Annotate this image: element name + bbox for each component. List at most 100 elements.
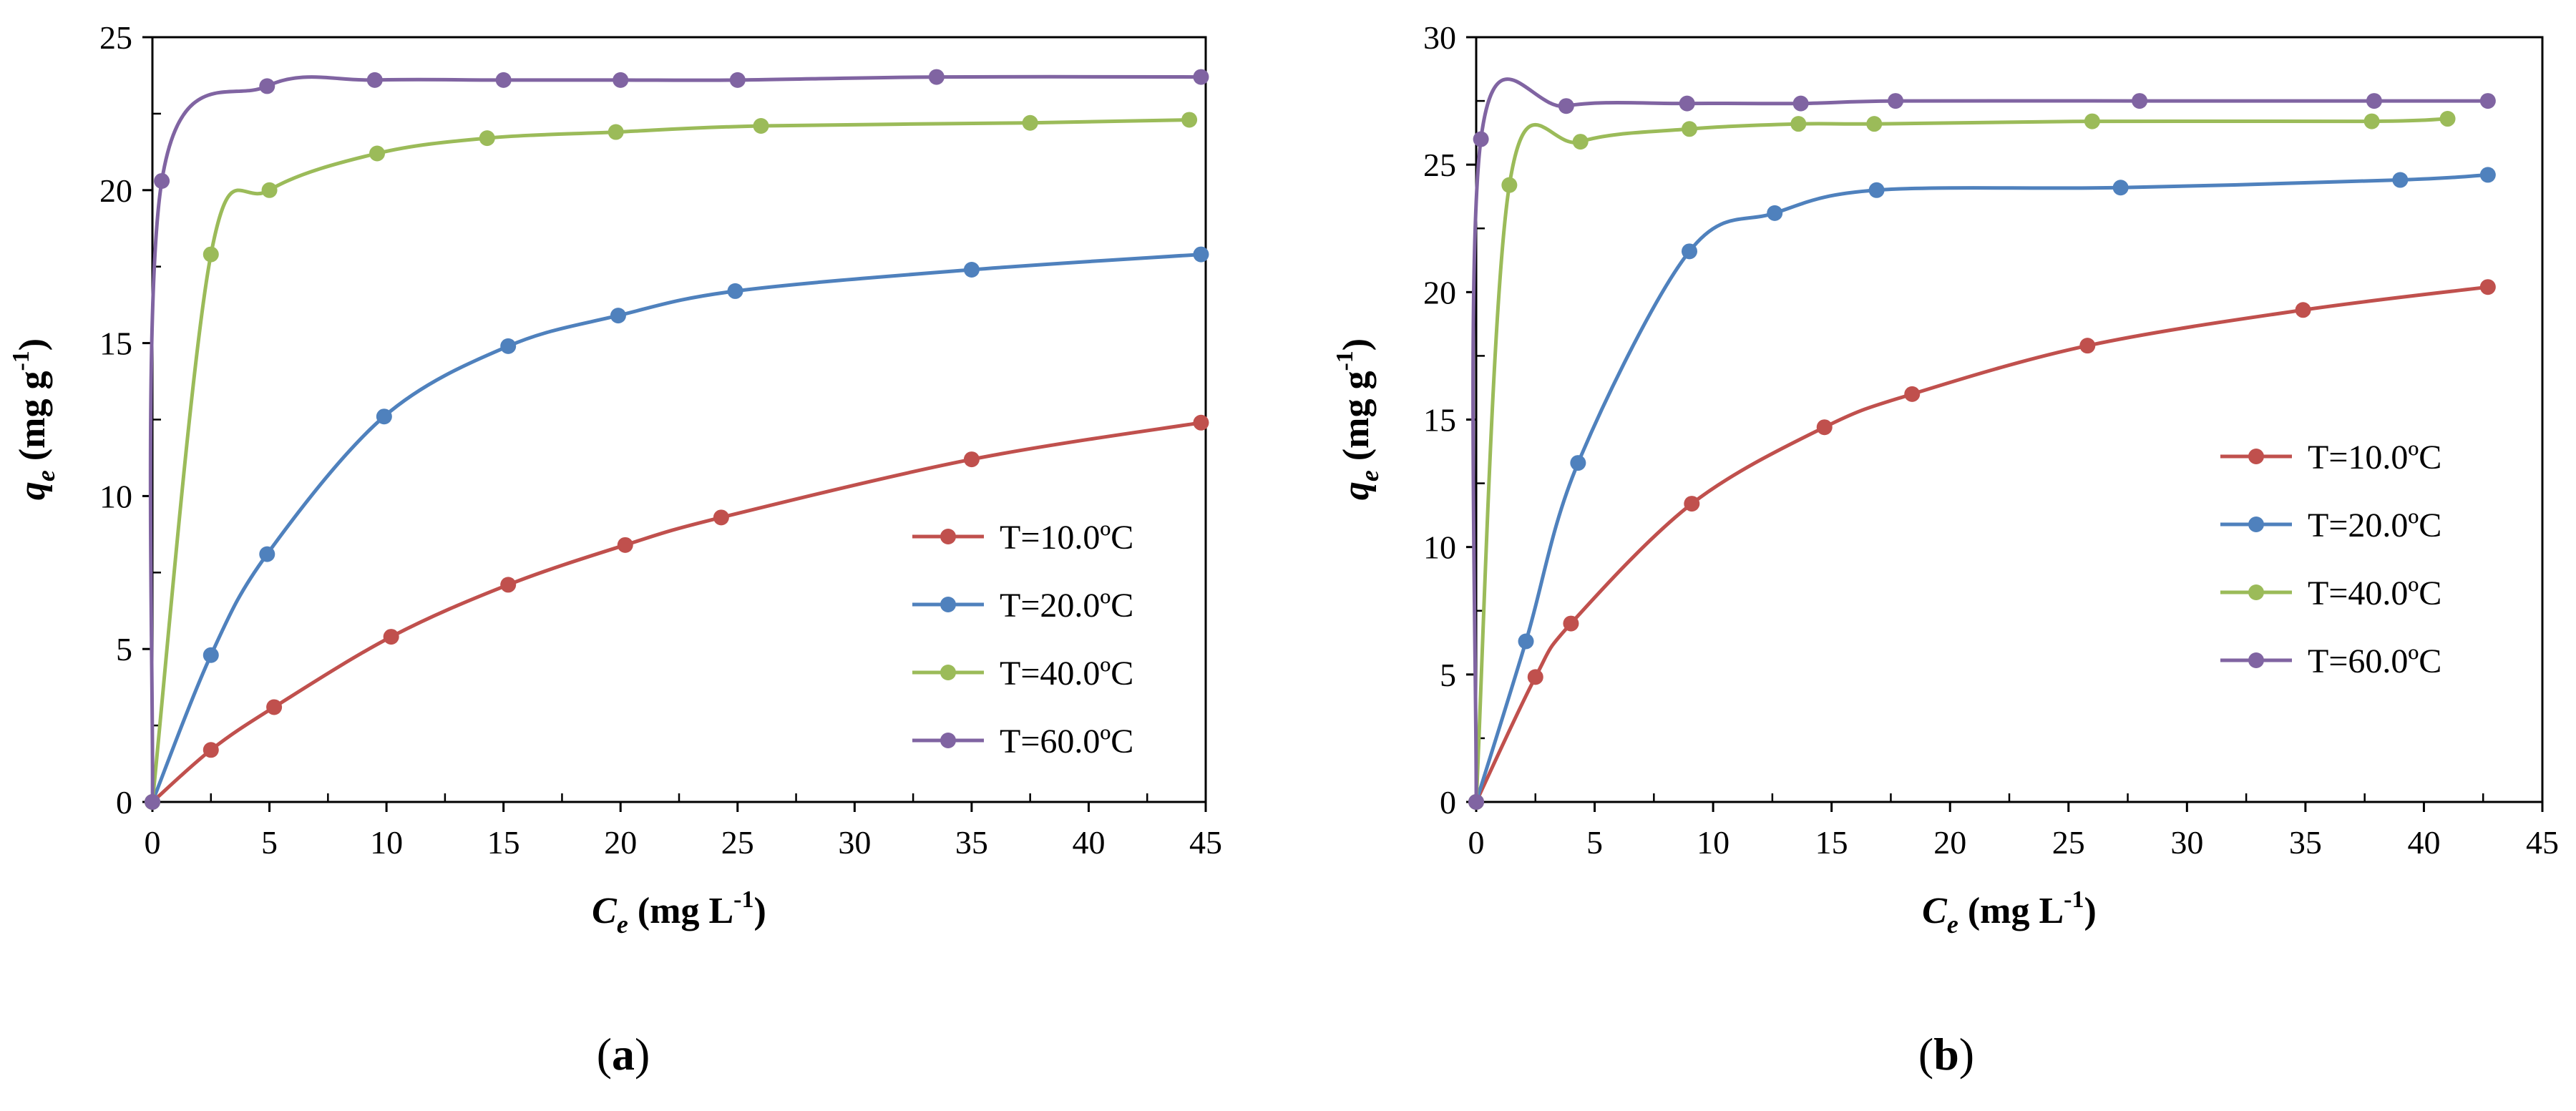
chart-b: 0 5 10 15 20 25 30 0 5 10 15 20 25 30 35 40 45 T=10.0ºC T=… bbox=[1332, 19, 2559, 1080]
y-tick-label: 15 bbox=[1423, 402, 1456, 439]
x-tick-label: 5 bbox=[261, 824, 278, 861]
data-point bbox=[610, 308, 626, 324]
data-point bbox=[369, 145, 386, 162]
y-tick-label: 10 bbox=[99, 478, 132, 514]
data-point bbox=[1868, 182, 1885, 198]
legend-label: T=10.0ºC bbox=[1000, 519, 1133, 557]
data-point bbox=[2479, 93, 2496, 109]
data-point bbox=[154, 172, 170, 189]
x-tick-label: 20 bbox=[1933, 824, 1966, 861]
data-point bbox=[366, 72, 383, 88]
y-axis-title: qe (mg g-1) bbox=[1332, 338, 1384, 500]
y-tick-label: 5 bbox=[116, 631, 132, 667]
legend-label: T=20.0ºC bbox=[1000, 587, 1133, 625]
data-point bbox=[376, 408, 392, 425]
y-tick-label: 20 bbox=[1423, 274, 1456, 310]
data-point bbox=[1767, 205, 1783, 221]
legend-swatch-marker bbox=[940, 733, 956, 748]
legend-label: T=10.0ºC bbox=[2308, 439, 2441, 476]
data-point bbox=[2295, 302, 2311, 318]
legend-label: T=20.0ºC bbox=[2308, 506, 2441, 544]
chart-a: 0 5 10 15 20 25 0 5 10 15 20 25 30 35 40 45 T=10.0ºC T=20… bbox=[8, 19, 1222, 1080]
data-point bbox=[203, 742, 219, 758]
data-point bbox=[1679, 95, 1695, 112]
data-point bbox=[617, 537, 633, 553]
data-point bbox=[713, 509, 729, 526]
y-tick-label: 25 bbox=[99, 19, 132, 56]
y-tick-label: 10 bbox=[1423, 529, 1456, 566]
data-point bbox=[261, 182, 278, 198]
data-point bbox=[1563, 615, 1579, 632]
legend-swatch-marker bbox=[2248, 517, 2264, 532]
legend-label: T=40.0ºC bbox=[2308, 574, 2441, 612]
data-point bbox=[1181, 112, 1198, 128]
x-tick-label: 30 bbox=[2170, 824, 2203, 861]
data-point bbox=[1866, 116, 1883, 132]
data-point bbox=[2079, 338, 2096, 354]
y-tick-label: 5 bbox=[1440, 657, 1456, 693]
data-point bbox=[1684, 496, 1700, 512]
data-point bbox=[1792, 95, 1809, 112]
data-point bbox=[259, 546, 275, 562]
legend-label: T=40.0ºC bbox=[1000, 655, 1133, 692]
data-point bbox=[963, 451, 980, 468]
legend-swatch-marker bbox=[940, 597, 956, 612]
y-tick-label: 0 bbox=[116, 784, 132, 821]
panel-label: (b) bbox=[1918, 1029, 1974, 1080]
data-point bbox=[1816, 419, 1833, 436]
x-tick-label: 40 bbox=[2407, 824, 2440, 861]
x-axis-title: Ce (mg L-1) bbox=[1922, 886, 2097, 939]
data-point bbox=[1570, 455, 1586, 471]
y-tick-label: 30 bbox=[1423, 19, 1456, 56]
legend-swatch-marker bbox=[2248, 584, 2264, 600]
x-tick-label: 25 bbox=[2052, 824, 2085, 861]
legend-label: T=60.0ºC bbox=[2308, 642, 2441, 680]
data-point bbox=[145, 794, 160, 810]
data-point bbox=[1193, 246, 1209, 263]
data-point bbox=[1572, 134, 1589, 150]
x-tick-label: 25 bbox=[721, 824, 754, 861]
data-point bbox=[266, 699, 283, 715]
data-point bbox=[608, 124, 624, 140]
data-point bbox=[2363, 113, 2380, 129]
data-point bbox=[203, 246, 219, 263]
data-point bbox=[2366, 93, 2382, 109]
data-point bbox=[259, 78, 275, 94]
data-point bbox=[1682, 121, 1697, 137]
data-point bbox=[383, 629, 399, 645]
data-point bbox=[1790, 116, 1807, 132]
legend-swatch-marker bbox=[940, 665, 956, 680]
legend-swatch-marker bbox=[2248, 652, 2264, 668]
data-point bbox=[479, 130, 495, 147]
series-line bbox=[1474, 285, 2489, 803]
y-tick-label: 15 bbox=[99, 326, 132, 362]
x-tick-label: 10 bbox=[370, 824, 403, 861]
data-point bbox=[495, 72, 512, 88]
data-point bbox=[963, 261, 980, 278]
panel-label: (a) bbox=[597, 1029, 650, 1080]
data-point bbox=[500, 577, 517, 593]
series-line bbox=[150, 253, 1201, 803]
y-tick-label: 25 bbox=[1423, 147, 1456, 183]
x-axis-title: Ce (mg L-1) bbox=[592, 886, 766, 939]
x-tick-label: 10 bbox=[1697, 824, 1729, 861]
data-point bbox=[2392, 172, 2409, 188]
x-tick-label: 30 bbox=[838, 824, 871, 861]
data-point bbox=[729, 72, 746, 88]
data-point bbox=[1501, 177, 1518, 193]
series-line bbox=[1474, 172, 2488, 803]
x-tick-label: 35 bbox=[2289, 824, 2322, 861]
data-point bbox=[753, 118, 769, 134]
data-point bbox=[203, 647, 219, 663]
data-point bbox=[1193, 69, 1209, 85]
data-point bbox=[1193, 414, 1209, 431]
x-tick-label: 5 bbox=[1586, 824, 1603, 861]
data-point bbox=[1468, 794, 1484, 810]
x-tick-label: 20 bbox=[604, 824, 637, 861]
x-tick-label: 15 bbox=[1815, 824, 1848, 861]
y-tick-label: 0 bbox=[1440, 784, 1456, 821]
x-tick-label: 0 bbox=[1468, 824, 1485, 861]
data-point bbox=[1527, 669, 1543, 685]
data-point bbox=[1473, 131, 1489, 147]
